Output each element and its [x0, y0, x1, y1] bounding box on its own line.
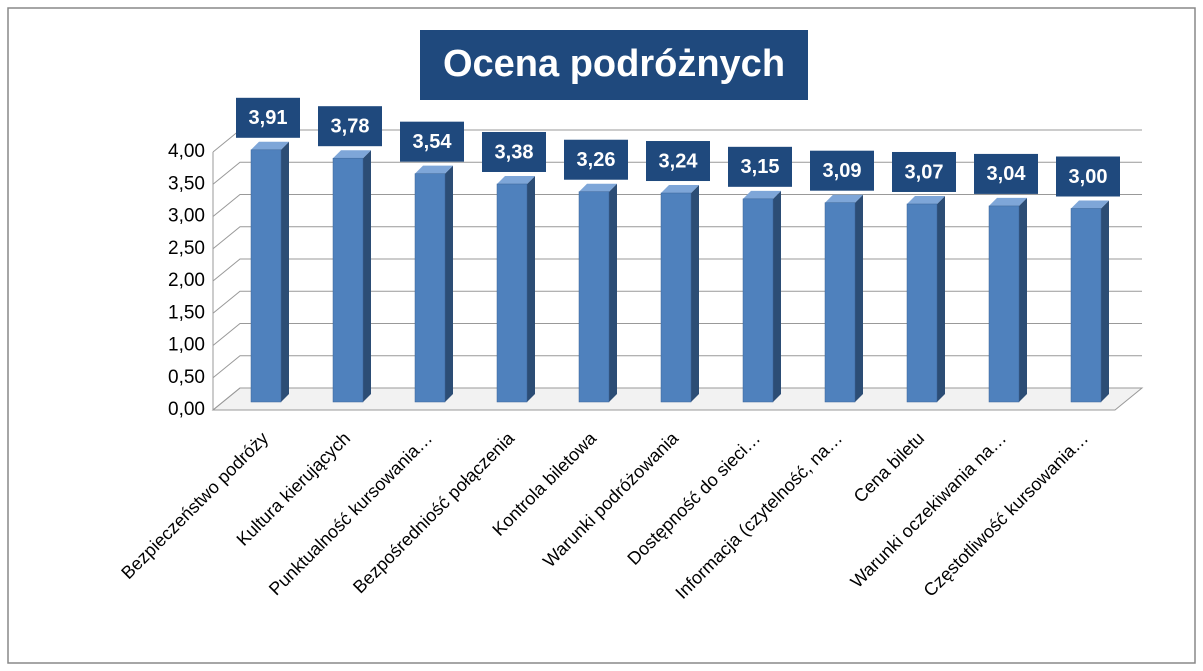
value-label-box	[974, 153, 1038, 194]
bar	[824, 202, 856, 403]
value-label-box	[400, 121, 464, 162]
bar-side	[609, 183, 617, 402]
bar-side	[1101, 200, 1109, 402]
bar	[906, 203, 938, 403]
value-label: 3,00	[1069, 166, 1108, 188]
bar-top	[661, 185, 699, 194]
bar	[988, 205, 1020, 403]
y-tick-label: 0,00	[168, 399, 205, 420]
value-label-box	[236, 97, 300, 138]
bar-side	[281, 141, 289, 402]
value-label-box	[482, 131, 546, 172]
value-label: 3,54	[413, 131, 453, 153]
value-label: 3,91	[249, 107, 288, 129]
y-tick-label: 1,50	[168, 302, 205, 323]
bar-side	[855, 194, 863, 402]
value-label: 3,26	[577, 149, 616, 171]
bar-top	[579, 183, 617, 192]
chart-title: Ocena podróżnych	[443, 43, 785, 85]
value-label: 3,15	[741, 156, 780, 178]
bar	[1070, 208, 1102, 403]
value-label-box	[646, 141, 710, 182]
bar	[660, 192, 692, 403]
bar	[496, 183, 528, 403]
y-tick-label: 2,50	[168, 238, 205, 259]
bar-top	[989, 197, 1027, 206]
bar-top	[333, 150, 371, 159]
y-tick-label: 3,00	[168, 206, 205, 227]
bar-side	[1019, 197, 1027, 402]
value-label: 3,04	[987, 163, 1027, 185]
value-label-box	[810, 150, 874, 191]
title-box	[420, 30, 808, 100]
bar-side	[527, 175, 535, 402]
bar-side	[445, 165, 453, 402]
bar-top	[743, 190, 781, 199]
bar-side	[937, 195, 945, 402]
value-label: 3,38	[495, 141, 534, 163]
value-label: 3,24	[659, 150, 699, 172]
value-label: 3,09	[823, 160, 862, 182]
bar-side	[773, 190, 781, 402]
bar	[414, 173, 446, 403]
value-label-box	[318, 106, 382, 147]
value-label-box	[1056, 156, 1120, 197]
value-label-box	[728, 146, 792, 187]
y-tick-label: 4,00	[168, 141, 205, 162]
grid-line	[212, 194, 1142, 217]
value-label-box	[892, 151, 956, 192]
bar	[332, 157, 364, 403]
value-label: 3,07	[905, 161, 944, 183]
bar-top	[825, 194, 863, 203]
y-tick-label: 1,00	[168, 335, 205, 356]
y-tick-label: 0,50	[168, 367, 205, 388]
bar-top	[497, 175, 535, 184]
y-tick-label: 2,00	[168, 270, 205, 291]
bar-top	[415, 165, 453, 174]
bar	[742, 198, 774, 403]
bar-side	[363, 150, 371, 402]
value-label: 3,78	[331, 115, 370, 137]
bar-top	[907, 195, 945, 204]
bar-top	[251, 141, 289, 150]
y-tick-label: 3,50	[168, 173, 205, 194]
bar-side	[691, 185, 699, 402]
value-label-box	[564, 139, 628, 180]
bar	[578, 191, 610, 403]
bar-top	[1071, 200, 1109, 209]
bar	[250, 149, 282, 403]
